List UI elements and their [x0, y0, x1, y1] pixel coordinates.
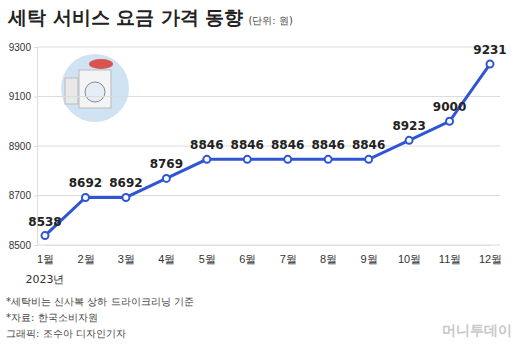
marker — [487, 61, 494, 68]
data-label: 8538 — [28, 215, 61, 229]
x-tick-label: 12월 — [479, 253, 502, 265]
x-tick: 5월 — [199, 245, 216, 265]
x-tick-label: 7월 — [280, 253, 297, 265]
annotation: 2023년 — [26, 273, 65, 286]
note: *세탁비는 신사복 상하 드라이크리닝 기준 — [6, 296, 194, 307]
x-axis-line — [46, 245, 491, 246]
icon — [61, 54, 129, 122]
grid — [37, 47, 500, 245]
x-tick: 1월 — [37, 245, 54, 265]
y-tick-label: 8500 — [9, 240, 32, 251]
plot — [42, 61, 494, 240]
x-tick-label: 5월 — [199, 253, 216, 265]
title: 세탁 서비스 요금 가격 동향 — [7, 6, 243, 28]
data-label: 8769 — [150, 157, 183, 171]
y-tick: 9300 — [9, 42, 37, 53]
data-label: 8846 — [311, 138, 344, 152]
marker — [325, 156, 332, 163]
y-tick-mark — [34, 196, 37, 197]
marker — [42, 232, 49, 239]
data-label: 9231 — [473, 43, 506, 57]
y-tick-mark — [34, 245, 37, 246]
x-axis: 1월 2월 3월 4월 5월 6월 7월 8월 9월 10월 11월 12월 — [37, 245, 502, 265]
data-label: 9000 — [433, 100, 466, 114]
grid-line — [37, 146, 500, 147]
x-tick: 7월 — [280, 245, 297, 265]
y-tick-label: 8700 — [9, 190, 32, 201]
x-tick-label: 10월 — [398, 253, 421, 265]
x-tick-label: 2월 — [77, 253, 94, 265]
x-tick-label: 11월 — [439, 253, 461, 265]
x-tick: 2월 — [77, 245, 94, 265]
data-label: 8692 — [109, 176, 142, 190]
marker — [284, 156, 291, 163]
data-label: 8846 — [352, 138, 385, 152]
x-tick: 4월 — [158, 245, 175, 265]
y-tick: 8500 — [9, 240, 37, 251]
x-tick-label: 3월 — [118, 253, 135, 265]
line — [45, 64, 490, 236]
x-tick-label: 1월 — [37, 253, 54, 265]
grid-line — [37, 245, 500, 246]
x-tick: 11월 — [439, 245, 461, 265]
chart: 세탁 서비스 요금 가격 동향 (단위: 원) 8500 8700 8900 9100 93… — [0, 0, 520, 355]
x-tick: 6월 — [239, 245, 256, 265]
data-label: 8846 — [231, 138, 264, 152]
x-tick: 12월 — [479, 245, 502, 265]
grid-line — [37, 195, 500, 196]
x-tick: 10월 — [398, 245, 421, 265]
y-tick: 8900 — [9, 141, 37, 152]
x-tick: 3월 — [118, 245, 135, 265]
data-label: 8846 — [190, 138, 223, 152]
x-tick-label: 4월 — [158, 253, 175, 265]
y-tick: 8700 — [9, 190, 37, 201]
marker — [244, 156, 251, 163]
y-tick-mark — [34, 146, 37, 147]
logo: 머니투데이 — [442, 322, 512, 338]
marker — [122, 194, 129, 201]
subtitle: (단위: 원) — [248, 15, 292, 26]
marker — [406, 137, 413, 144]
x-tick-label: 8월 — [320, 253, 337, 265]
note: *자료: 한국소비자원 — [6, 312, 98, 323]
y-tick-mark — [34, 97, 37, 98]
x-tick-label: 6월 — [239, 253, 256, 265]
x-tick: 9월 — [361, 245, 378, 265]
x-tick-label: 9월 — [361, 253, 378, 265]
marker — [163, 175, 170, 182]
grid-line — [37, 96, 500, 97]
marker — [365, 156, 372, 163]
data-label: 8923 — [392, 119, 425, 133]
x-tick: 8월 — [320, 245, 337, 265]
data-labels: 8538 8692 8692 8769 8846 8846 8846 8846 8846 8923… — [28, 43, 506, 229]
data-label: 8692 — [69, 176, 102, 190]
y-tick: 9100 — [9, 91, 37, 102]
y-tick-label: 8900 — [9, 141, 32, 152]
marker — [203, 156, 210, 163]
marker — [82, 194, 89, 201]
y-tick-label: 9100 — [9, 91, 32, 102]
marker — [446, 118, 453, 125]
grid-line — [37, 47, 500, 48]
data-label: 8846 — [271, 138, 304, 152]
y-tick-label: 9300 — [9, 42, 32, 53]
note: 그래픽: 조수아 디자인기자 — [6, 328, 126, 339]
y-tick-mark — [34, 47, 37, 48]
